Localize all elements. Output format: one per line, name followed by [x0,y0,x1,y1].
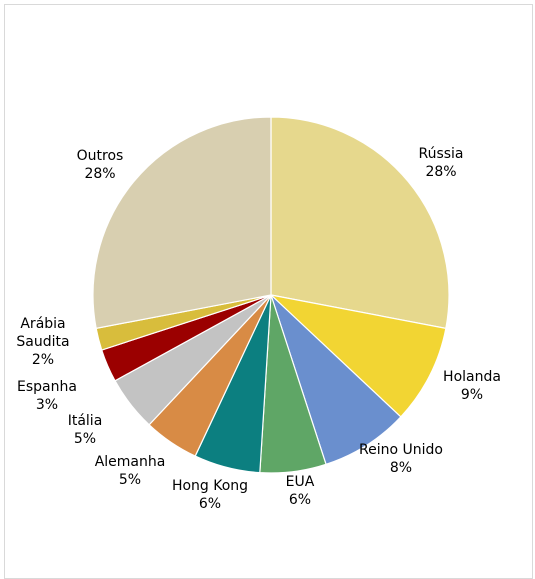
pie-slice-2 [270,294,402,466]
pie-slice-0 [270,116,450,330]
pie-labels: Rússia 28% Holanda 9% Reino Unido 8% EUA 6% Hong… [16,146,501,512]
slice-label-1: Holanda 9% [443,369,501,403]
pie-slice-9 [92,116,272,330]
pie-slice-1 [269,294,447,418]
slice-label-7: Espanha 3% [17,379,77,413]
slice-label-9: Outros 28% [77,148,124,182]
slice-label-4: Hong Kong 6% [172,478,248,512]
slice-label-8: Arábia Saudita 2% [16,316,69,368]
pie-slices [92,116,450,474]
slice-label-2: Reino Unido 8% [359,442,443,476]
slice-label-0: Rússia 28% [418,146,463,180]
slice-label-5: Alemanha 5% [95,454,166,488]
slice-label-6: Itália 5% [68,413,103,447]
slice-label-3: EUA 6% [286,474,315,508]
